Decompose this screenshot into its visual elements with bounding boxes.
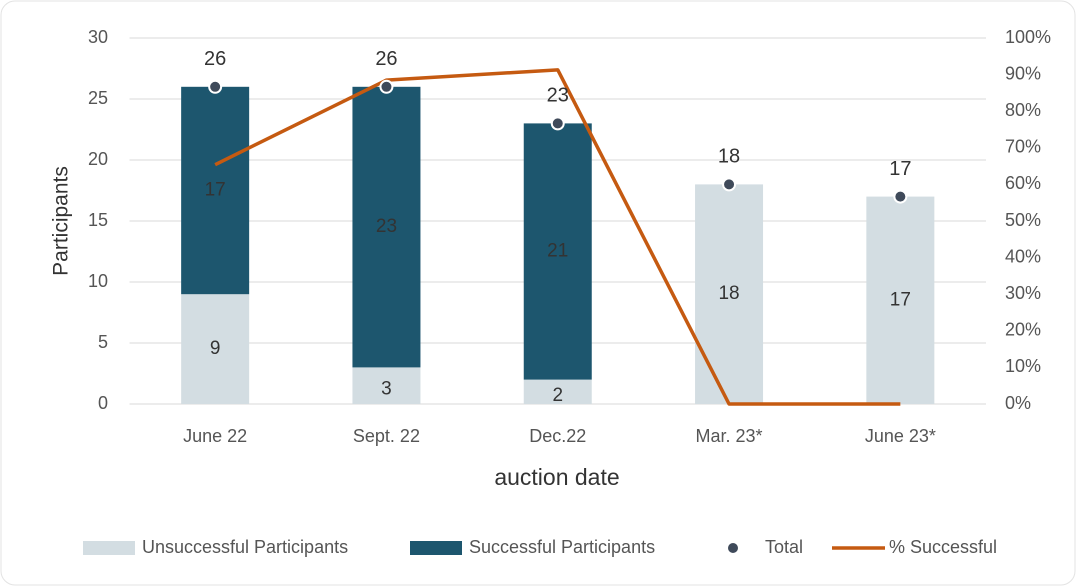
- bar-segment: [352, 367, 421, 404]
- y2-tick-label: 70%: [1005, 137, 1041, 157]
- y2-tick-label: 10%: [1005, 356, 1041, 376]
- y2-tick-label: 30%: [1005, 283, 1041, 303]
- legend-label: % Successful: [889, 537, 997, 557]
- total-label: 23: [547, 85, 569, 107]
- data-label: 9: [210, 338, 221, 359]
- total-dot: [379, 79, 394, 94]
- y2-tick-label: 60%: [1005, 173, 1041, 193]
- total-dot: [893, 189, 908, 204]
- y-axis-title: Participants: [50, 166, 73, 276]
- x-tick-label: June 22: [183, 426, 247, 446]
- y2-tick-label: 20%: [1005, 320, 1041, 340]
- total-label: 18: [718, 146, 740, 168]
- bar-segment: [523, 379, 592, 404]
- bar-segment: [181, 294, 250, 404]
- y2-tick-label: 50%: [1005, 210, 1041, 230]
- x-axis-title: auction date: [494, 464, 619, 490]
- y-tick-label: 5: [98, 332, 108, 352]
- bar-segment: [523, 123, 592, 380]
- data-label: 3: [381, 379, 392, 400]
- bar-segment: [695, 184, 764, 404]
- y-tick-label: 30: [88, 27, 108, 47]
- bar-segment: [181, 86, 250, 295]
- y2-tick-label: 100%: [1005, 27, 1051, 47]
- y-tick-label: 25: [88, 88, 108, 108]
- y2-tick-label: 40%: [1005, 246, 1041, 266]
- legend-label: Unsuccessful Participants: [142, 537, 348, 557]
- legend-swatch: [726, 541, 740, 555]
- total-label: 26: [204, 48, 226, 70]
- line-series: [214, 68, 901, 406]
- bar-segment: [352, 86, 421, 368]
- x-tick-label: Mar. 23*: [696, 426, 763, 446]
- legend-label: Successful Participants: [469, 537, 655, 557]
- data-label: 18: [718, 283, 739, 304]
- x-tick-label: June 23*: [865, 426, 936, 446]
- y2-tick-label: 80%: [1005, 100, 1041, 120]
- data-label: 2: [552, 385, 563, 406]
- total-dot: [550, 116, 565, 131]
- total-dot: [722, 177, 737, 192]
- data-label: 17: [890, 289, 911, 310]
- y-tick-label: 20: [88, 149, 108, 169]
- y2-tick-label: 0%: [1005, 393, 1031, 413]
- legend-label: Total: [765, 537, 803, 557]
- y2-tick-label: 90%: [1005, 63, 1041, 83]
- data-label: 21: [547, 241, 568, 262]
- x-tick-label: Sept. 22: [353, 426, 420, 446]
- total-label: 17: [889, 158, 911, 180]
- total-label: 26: [375, 48, 397, 70]
- y-tick-label: 15: [88, 210, 108, 230]
- y-tick-label: 10: [88, 271, 108, 291]
- x-tick-label: Dec.22: [529, 426, 586, 446]
- legend-swatch: [83, 541, 135, 555]
- data-label: 17: [205, 180, 226, 201]
- bar-segment: [866, 196, 935, 404]
- data-label: 23: [376, 216, 397, 237]
- total-dot: [208, 79, 223, 94]
- legend-swatch: [410, 541, 462, 555]
- y-tick-label: 0: [98, 393, 108, 413]
